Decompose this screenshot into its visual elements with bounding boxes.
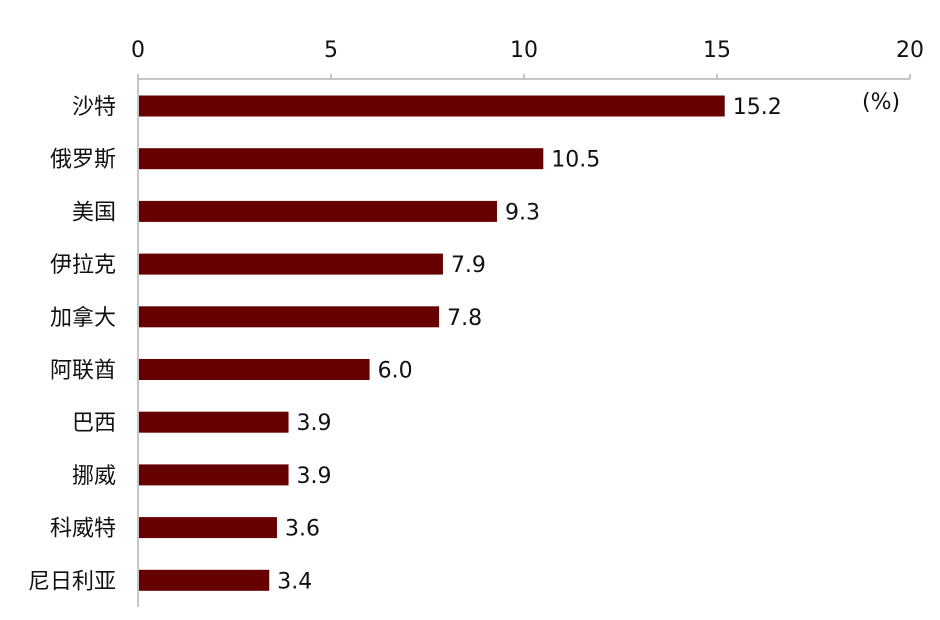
- x-tick-label: 10: [510, 38, 538, 63]
- x-tick-label: 5: [324, 38, 338, 63]
- bar: [139, 95, 725, 117]
- category-label: 美国: [72, 200, 116, 225]
- category-label: 加拿大: [50, 305, 116, 331]
- value-label: 3.6: [285, 517, 320, 542]
- value-label: 7.8: [447, 306, 482, 331]
- category-label: 巴西: [72, 411, 116, 436]
- bar: [139, 517, 277, 539]
- x-axis: 0 5 10 15 20: [131, 38, 924, 80]
- category-label: 沙特: [72, 95, 116, 120]
- bars: [139, 95, 725, 591]
- category-label: 尼日利亚: [28, 569, 116, 594]
- bar: [139, 306, 440, 328]
- bar: [139, 464, 289, 486]
- bar: [139, 411, 289, 433]
- x-tick-label: 0: [131, 38, 145, 63]
- x-tick-label: 15: [703, 38, 731, 63]
- category-label: 科威特: [50, 517, 116, 542]
- value-label: 3.4: [277, 569, 312, 594]
- value-label: 3.9: [297, 464, 332, 489]
- category-label: 伊拉克: [50, 253, 116, 278]
- category-label: 挪威: [72, 464, 116, 489]
- value-label: 9.3: [505, 200, 540, 225]
- bar: [139, 253, 443, 275]
- value-label: 6.0: [378, 359, 413, 384]
- value-label: 10.5: [551, 148, 600, 173]
- bar: [139, 359, 370, 380]
- category-label: 俄罗斯: [50, 148, 116, 173]
- unit-label: (%): [862, 90, 900, 115]
- value-label: 15.2: [733, 95, 782, 120]
- value-label: 3.9: [297, 411, 332, 436]
- x-tick-label: 20: [896, 38, 924, 63]
- labels: 沙特 15.2 俄罗斯 10.5 美国 9.3 伊拉克 7.9 加拿大 7.8 阿联酋 6.0 巴西 3.…: [28, 95, 782, 594]
- bar: [139, 569, 270, 591]
- bar: [139, 200, 497, 222]
- value-label: 7.9: [451, 253, 486, 278]
- category-label: 阿联酋: [50, 359, 116, 384]
- bar: [139, 148, 544, 170]
